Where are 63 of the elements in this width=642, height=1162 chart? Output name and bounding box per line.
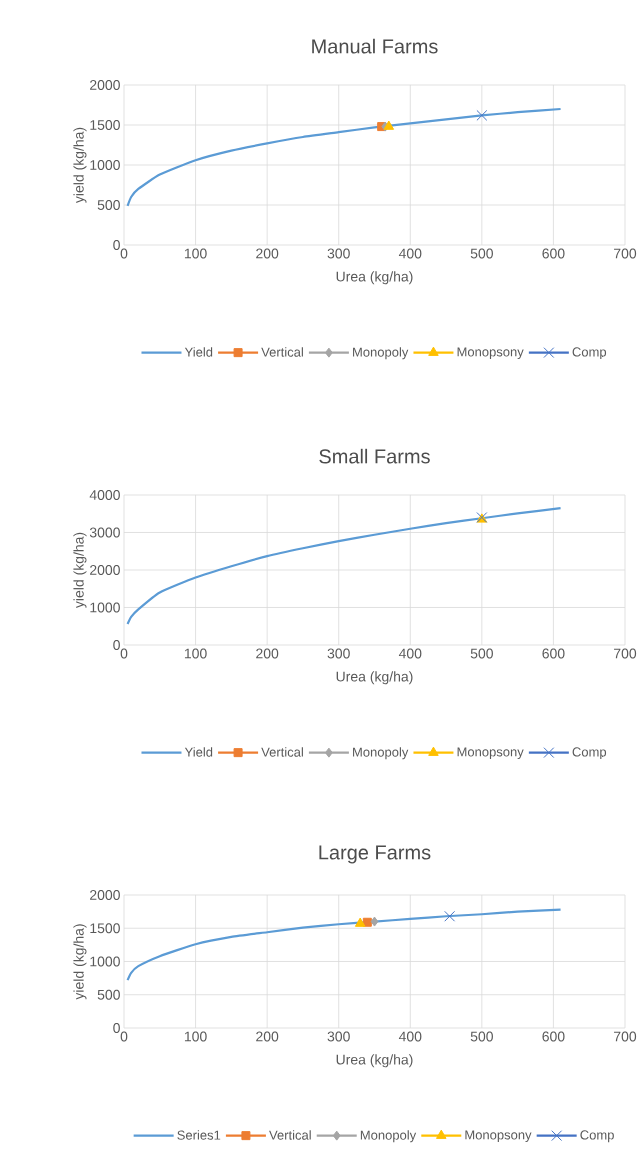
x-tick-label: 600 <box>542 648 565 659</box>
x-tick-label: 100 <box>184 1031 207 1042</box>
y-tick-label: 2000 <box>90 890 120 900</box>
legend-label: Yield <box>184 347 213 357</box>
x-tick-label: 600 <box>542 248 565 259</box>
y-tick-label: 1000 <box>90 160 120 170</box>
x-tick-label: 500 <box>470 248 493 259</box>
legend-label: Yield <box>184 747 213 757</box>
y-tick-label: 0 <box>113 640 120 650</box>
y-axis-title: yield (kg/ha) <box>73 532 87 609</box>
legend-label: Vertical <box>261 747 303 757</box>
x-tick-label: 0 <box>120 648 128 659</box>
y-tick-label: 0 <box>113 240 120 250</box>
x-tick-label: 700 <box>614 1031 637 1042</box>
x-axis-title: Urea (kg/ha) <box>336 671 413 685</box>
chart-title: Small Farms <box>319 448 430 464</box>
x-tick-label: 400 <box>398 1031 422 1042</box>
x-tick-label: 700 <box>614 248 637 259</box>
x-tick-label: 400 <box>398 648 422 659</box>
x-tick-label: 300 <box>327 248 350 259</box>
legend-label: Monopsony <box>457 747 524 760</box>
x-tick-label: 500 <box>470 648 493 659</box>
legend-label: Comp <box>572 347 607 360</box>
y-tick-label: 3000 <box>89 527 120 538</box>
x-tick-label: 0 <box>120 248 128 259</box>
y-tick-label: 1500 <box>90 923 120 934</box>
y-tick-label: 500 <box>97 989 120 1000</box>
legend-label: Vertical <box>269 1130 311 1140</box>
x-tick-label: 300 <box>327 1031 350 1042</box>
legend-label: Comp <box>580 1130 614 1143</box>
legend-label: Monopoly <box>353 747 409 760</box>
legend-label: Comp <box>572 747 607 760</box>
x-tick-label: 100 <box>184 248 207 259</box>
x-axis-title: Urea (kg/ha) <box>336 271 413 285</box>
y-tick-label: 2000 <box>90 565 120 575</box>
y-tick-label: 500 <box>97 200 120 210</box>
x-tick-label: 500 <box>470 1031 493 1042</box>
y-axis-title: yield (kg/ha) <box>73 127 87 204</box>
y-tick-label: 1000 <box>90 602 120 613</box>
y-tick-label: 2000 <box>90 80 120 90</box>
legend-label: Vertical <box>261 347 303 357</box>
y-axis-title: yield (kg/ha) <box>73 924 87 1000</box>
legend-label: Monopsony <box>457 347 524 360</box>
x-tick-label: 100 <box>184 648 207 659</box>
x-tick-label: 700 <box>614 648 637 659</box>
x-tick-label: 200 <box>256 648 279 659</box>
y-tick-label: 1500 <box>90 120 120 130</box>
x-tick-label: 300 <box>327 648 350 659</box>
x-tick-label: 400 <box>398 248 422 259</box>
chart-title: Manual Farms <box>312 38 438 54</box>
y-tick-label: 1000 <box>90 956 120 967</box>
legend-label: Monopoly <box>360 1130 417 1143</box>
x-tick-label: 200 <box>256 248 279 259</box>
chart-title: Large Farms <box>319 845 431 864</box>
y-tick-label: 4000 <box>89 490 120 500</box>
x-tick-label: 600 <box>542 1031 565 1042</box>
legend-label: Series1 <box>177 1130 221 1140</box>
x-tick-label: 200 <box>256 1031 279 1042</box>
legend-label: Monopsony <box>465 1130 532 1143</box>
y-tick-label: 0 <box>113 1023 120 1033</box>
x-axis-title: Urea (kg/ha) <box>336 1054 413 1068</box>
x-tick-label: 0 <box>120 1031 128 1042</box>
legend-label: Monopoly <box>353 347 409 360</box>
